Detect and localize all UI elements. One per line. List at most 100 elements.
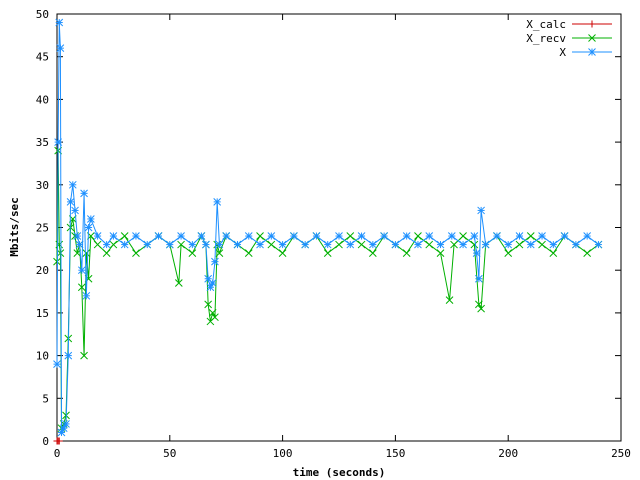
data-point xyxy=(368,249,377,257)
data-point xyxy=(211,313,219,322)
series xyxy=(53,18,603,445)
data-point xyxy=(222,232,231,240)
data-point xyxy=(414,240,422,249)
data-point xyxy=(202,240,210,249)
data-point xyxy=(132,232,140,240)
data-point xyxy=(481,240,490,249)
data-point xyxy=(450,240,458,249)
data-point xyxy=(459,232,467,240)
y-tick-label: 20 xyxy=(36,264,49,277)
series-line xyxy=(56,150,599,429)
data-point xyxy=(560,232,569,240)
data-point xyxy=(301,240,310,249)
data-point xyxy=(515,232,524,240)
data-point xyxy=(583,249,592,257)
data-point xyxy=(109,232,118,240)
data-point xyxy=(346,240,355,249)
data-point xyxy=(188,249,197,257)
data-point xyxy=(477,206,485,215)
data-point xyxy=(425,232,434,240)
data-point xyxy=(68,180,77,189)
data-point xyxy=(82,291,91,300)
data-point xyxy=(77,283,86,292)
data-point xyxy=(335,240,343,249)
data-point xyxy=(93,240,102,249)
data-point xyxy=(204,300,213,309)
data-point xyxy=(66,198,75,206)
data-point xyxy=(244,232,253,240)
data-point xyxy=(102,249,111,257)
data-point xyxy=(64,351,73,360)
data-point xyxy=(290,232,298,240)
data-point xyxy=(526,240,535,249)
data-point xyxy=(278,240,287,249)
data-point xyxy=(470,232,479,240)
y-tick-label: 5 xyxy=(42,392,49,405)
data-point xyxy=(244,249,253,257)
data-point xyxy=(357,232,366,240)
y-tick-label: 10 xyxy=(36,350,49,363)
data-point xyxy=(53,360,61,368)
legend-label: X_recv xyxy=(526,32,566,45)
data-point xyxy=(459,240,467,249)
legend-marker xyxy=(588,34,596,42)
data-point xyxy=(73,232,82,240)
data-point xyxy=(391,240,400,249)
data-point xyxy=(475,274,483,283)
data-point xyxy=(132,249,140,257)
y-tick-label: 45 xyxy=(36,51,49,64)
data-point xyxy=(55,18,64,27)
plot-frame xyxy=(56,13,622,442)
data-point xyxy=(55,240,64,249)
data-point xyxy=(380,232,388,240)
data-point xyxy=(86,215,95,223)
data-point xyxy=(477,304,485,313)
series-0 xyxy=(53,437,63,445)
series-line xyxy=(56,22,599,433)
data-point xyxy=(53,257,61,266)
data-point xyxy=(208,309,217,317)
data-point xyxy=(233,240,242,249)
data-point xyxy=(526,232,535,240)
data-point xyxy=(267,240,276,249)
data-point xyxy=(538,232,546,240)
y-tick-label: 50 xyxy=(36,8,49,21)
x-axis-label: time (seconds) xyxy=(293,466,386,479)
y-tick-label: 15 xyxy=(36,307,49,320)
data-point xyxy=(346,232,355,240)
data-point xyxy=(56,44,65,53)
data-point xyxy=(267,232,276,240)
data-point xyxy=(54,138,62,146)
series-2 xyxy=(53,18,603,437)
y-tick-label: 30 xyxy=(36,179,49,192)
data-point xyxy=(436,249,445,257)
x-tick-label: 50 xyxy=(163,447,176,460)
data-point xyxy=(82,249,91,257)
data-point xyxy=(120,232,129,240)
data-point xyxy=(447,232,456,240)
data-point xyxy=(215,249,224,257)
data-point xyxy=(402,232,411,240)
data-point xyxy=(323,240,332,249)
data-point xyxy=(197,232,206,240)
data-point xyxy=(77,266,86,275)
x-tick-label: 150 xyxy=(385,447,405,460)
data-point xyxy=(211,257,219,266)
data-point xyxy=(504,240,513,249)
data-point xyxy=(425,240,434,249)
y-tick-label: 40 xyxy=(36,93,49,106)
x-tick-label: 0 xyxy=(54,447,61,460)
data-point xyxy=(256,240,264,249)
data-point xyxy=(55,437,63,445)
data-point xyxy=(208,279,217,287)
data-point xyxy=(80,189,88,198)
data-point xyxy=(143,240,152,249)
data-point xyxy=(572,240,580,249)
data-point xyxy=(165,240,174,249)
legend-label: X xyxy=(559,46,566,59)
data-point xyxy=(414,232,422,240)
data-point xyxy=(215,240,224,249)
data-point xyxy=(93,232,102,240)
data-point xyxy=(323,249,332,257)
